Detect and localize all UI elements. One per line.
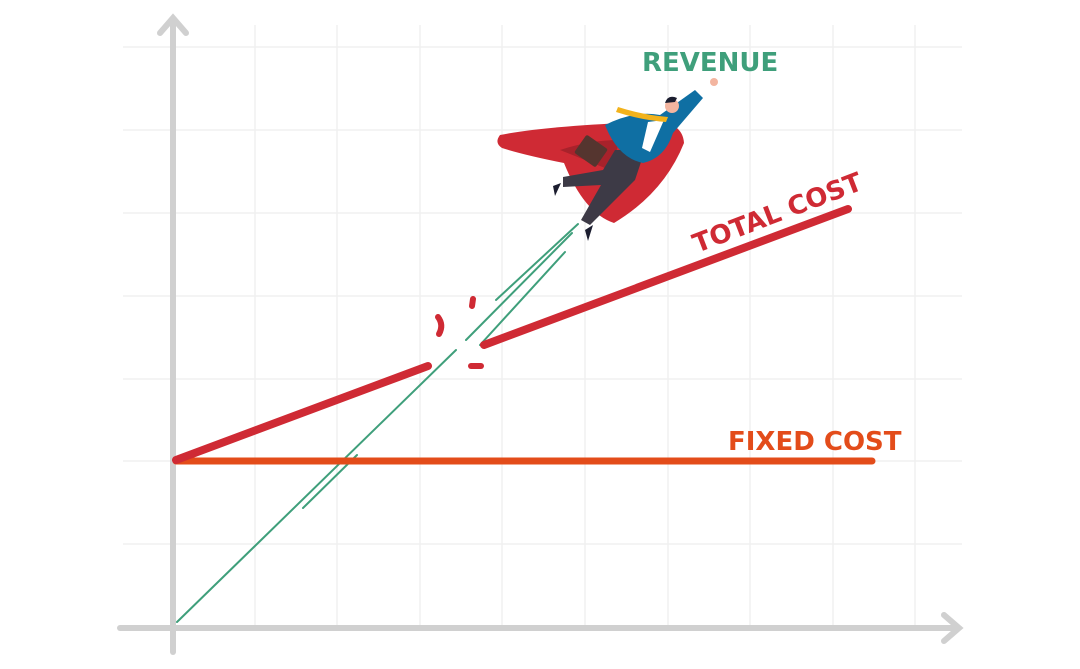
total-cost-line [172, 205, 852, 464]
revenue-label: REVENUE [642, 48, 778, 78]
break-mark [435, 314, 445, 337]
x-axis-arrow-icon [941, 612, 964, 644]
y-axis-arrow-icon [157, 13, 189, 36]
x-axis [117, 612, 964, 644]
flying-businessman-icon [497, 78, 718, 241]
revenue-line [176, 223, 579, 623]
y-axis [157, 13, 189, 655]
fixed-cost-label: FIXED COST [728, 427, 902, 457]
